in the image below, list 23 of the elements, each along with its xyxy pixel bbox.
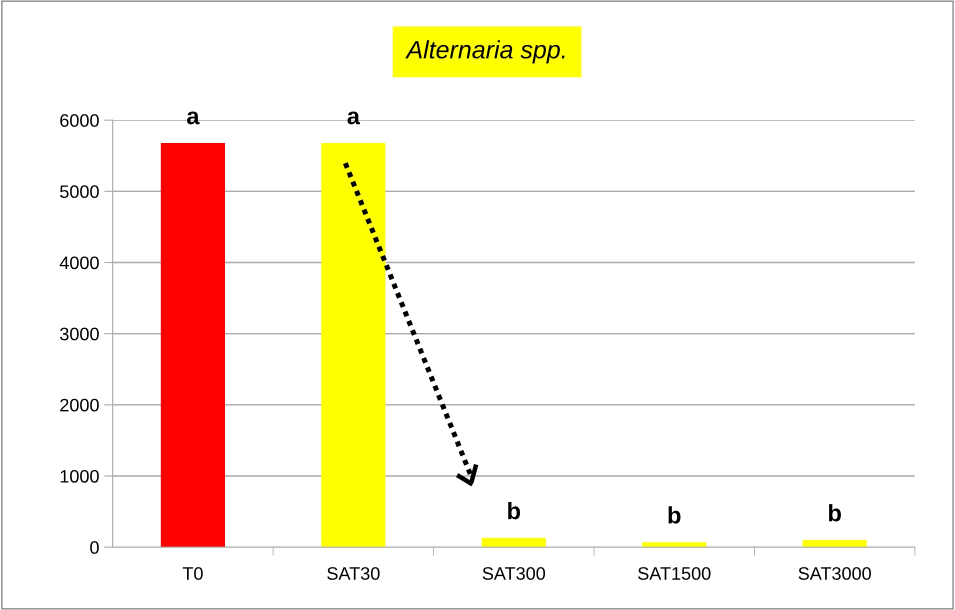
annotation: b [829, 504, 841, 522]
x-tick-label: SAT3000 [798, 567, 871, 580]
bar [160, 142, 225, 548]
x-tick-label: T0 [182, 567, 203, 580]
annotation: b [668, 506, 680, 524]
x-tick-label: SAT300 [482, 567, 546, 580]
annotation: b [508, 502, 520, 520]
bar [482, 538, 546, 548]
chart-title: Alternaria spp. [405, 40, 565, 64]
x-tick-label: SAT30 [327, 567, 380, 580]
annotation: a [187, 111, 200, 124]
y-tick-label: 5000 [60, 185, 99, 198]
bar [802, 540, 867, 548]
y-tick-label: 3000 [60, 328, 99, 340]
y-tick-label: 1000 [60, 470, 99, 483]
bar [321, 142, 386, 548]
annotation: a [347, 111, 360, 124]
y-tick-label: 0 [90, 541, 99, 554]
bar [642, 542, 706, 548]
y-tick-label: 2000 [60, 398, 99, 412]
y-tick-label: 6000 [60, 114, 99, 127]
y-tick-label: 4000 [60, 256, 99, 270]
x-tick-label: SAT1500 [638, 567, 710, 580]
